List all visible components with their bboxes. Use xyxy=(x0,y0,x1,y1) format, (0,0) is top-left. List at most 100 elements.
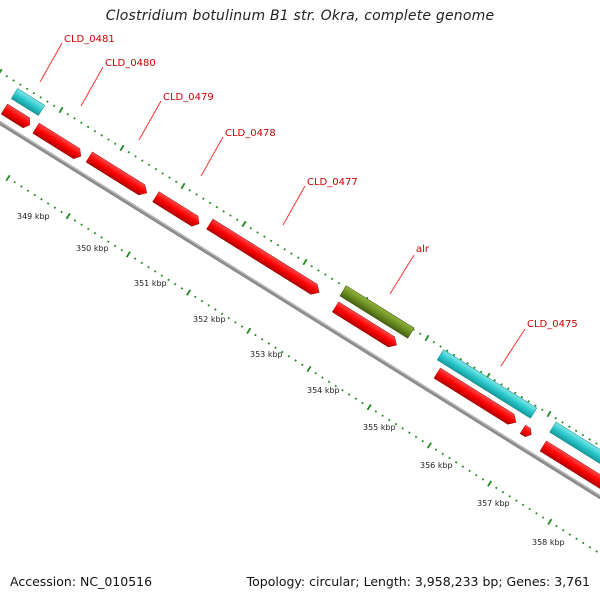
label-CLD_0475[interactable]: CLD_0475 xyxy=(527,319,578,330)
outer-tick-minor xyxy=(134,155,137,158)
inner-tick-minor xyxy=(301,363,304,366)
outer-tick-minor xyxy=(466,362,469,365)
inner-tick-minor xyxy=(240,325,244,328)
outer-tick-minor xyxy=(507,387,510,390)
inner-tick-minor xyxy=(501,490,505,494)
outer-tick-minor xyxy=(276,243,280,247)
inner-tick-major xyxy=(186,289,192,296)
outer-tick-minor xyxy=(235,218,239,222)
inner-tick-minor xyxy=(481,478,485,481)
outer-tick-minor xyxy=(418,332,422,336)
inner-tick-minor xyxy=(461,465,465,468)
scale-labels: 349 kbp 350 kbp 351 kbp 352 kbp 353 kbp … xyxy=(17,212,565,547)
label-CLD_0479[interactable]: CLD_0479 xyxy=(163,92,214,103)
inner-tick-minor xyxy=(408,431,411,434)
gene-next[interactable] xyxy=(549,421,600,467)
outer-tick-major xyxy=(119,144,125,152)
map-title: Clostridium botulinum B1 str. Okra, comp… xyxy=(105,8,495,24)
inner-tick-major xyxy=(487,480,493,487)
outer-tick-minor xyxy=(5,74,9,78)
label-leaders xyxy=(39,42,526,367)
outer-tick-minor xyxy=(52,104,56,108)
outer-tick-minor xyxy=(554,416,558,420)
label-CLD_0477[interactable]: CLD_0477 xyxy=(307,177,358,188)
outer-tick-major xyxy=(0,68,3,74)
cds-CLD_0475[interactable] xyxy=(433,367,519,427)
outer-tick-minor xyxy=(595,442,598,445)
inner-tick-minor xyxy=(454,461,458,464)
inner-tick-minor xyxy=(354,397,358,400)
inner-tick-minor xyxy=(220,312,224,316)
scale-label-353: 353 kbp xyxy=(250,350,283,359)
inner-tick-minor xyxy=(254,333,257,337)
inner-tick-minor xyxy=(167,278,170,282)
scale-label-352: 352 kbp xyxy=(193,315,226,324)
outer-tick-minor xyxy=(73,117,76,120)
gene-CLD_0481[interactable] xyxy=(10,88,46,116)
inner-tick-minor xyxy=(495,486,498,490)
outer-tick-minor xyxy=(290,252,293,255)
gene-track xyxy=(10,88,600,467)
gene-CLD_0475[interactable] xyxy=(436,349,538,419)
outer-tick-minor xyxy=(141,159,144,162)
inner-tick-minor xyxy=(133,257,137,260)
inner-tick-minor xyxy=(234,321,237,324)
inner-tick-minor xyxy=(73,219,77,222)
outer-tick-minor xyxy=(100,134,103,137)
inner-tick-minor xyxy=(227,316,230,320)
inner-tick-minor xyxy=(394,422,398,426)
outer-tick-minor xyxy=(574,429,578,433)
outer-tick-major xyxy=(302,258,308,266)
outer-tick-major xyxy=(424,334,430,342)
outer-tick-minor xyxy=(208,201,212,205)
outer-tick-minor xyxy=(317,269,320,272)
cds-alr[interactable] xyxy=(332,301,399,350)
inner-tick-major xyxy=(246,327,252,334)
outer-tick-minor xyxy=(310,264,314,268)
inner-tick-minor xyxy=(267,342,271,345)
inner-tick-minor xyxy=(535,512,538,515)
outer-tick-minor xyxy=(215,205,219,209)
inner-tick-minor xyxy=(260,338,264,341)
outer-tick-minor xyxy=(19,83,22,86)
label-CLD_0478[interactable]: CLD_0478 xyxy=(225,128,276,139)
inner-tick-minor xyxy=(388,418,391,422)
inner-tick-minor xyxy=(281,350,284,354)
label-CLD_0480[interactable]: CLD_0480 xyxy=(105,58,156,69)
cds-CLD_0479[interactable] xyxy=(85,151,150,198)
inner-tick-major xyxy=(5,174,11,182)
gene-alr[interactable] xyxy=(339,285,415,339)
inner-tick-minor xyxy=(541,516,545,519)
inner-tick-minor xyxy=(173,282,177,286)
cds-CLD_0481[interactable] xyxy=(0,103,33,130)
outer-tick-minor xyxy=(493,378,497,382)
inner-tick-minor xyxy=(347,393,351,396)
cds-small[interactable] xyxy=(519,424,534,439)
inner-tick-minor xyxy=(401,427,404,430)
inner-tick-minor xyxy=(321,376,324,379)
cds-CLD_0480[interactable] xyxy=(32,122,84,161)
cds-next[interactable] xyxy=(539,440,600,491)
inner-tick-minor xyxy=(46,202,50,205)
inner-tick-minor xyxy=(13,181,16,184)
label-CLD_0481[interactable]: CLD_0481 xyxy=(64,34,115,45)
outer-tick-minor xyxy=(12,79,15,82)
label-alr[interactable]: alr xyxy=(416,244,430,255)
inner-tick-major xyxy=(426,442,432,449)
cds-track xyxy=(0,103,600,491)
outer-tick-minor xyxy=(337,281,341,285)
cds-CLD_0478[interactable] xyxy=(152,191,203,229)
outer-tick-minor xyxy=(540,408,544,412)
scale-label-354: 354 kbp xyxy=(307,386,340,395)
inner-tick-minor xyxy=(361,401,364,405)
outer-tick-minor xyxy=(249,226,253,230)
inner-tick-minor xyxy=(521,503,525,507)
outer-tick-minor xyxy=(324,273,327,276)
inner-tick-minor xyxy=(87,227,90,231)
inner-tick-minor xyxy=(341,388,344,392)
inner-tick-minor xyxy=(120,248,123,252)
cds-CLD_0477[interactable] xyxy=(206,218,323,298)
inner-tick-major xyxy=(306,365,312,373)
inner-tick-major xyxy=(65,213,71,220)
